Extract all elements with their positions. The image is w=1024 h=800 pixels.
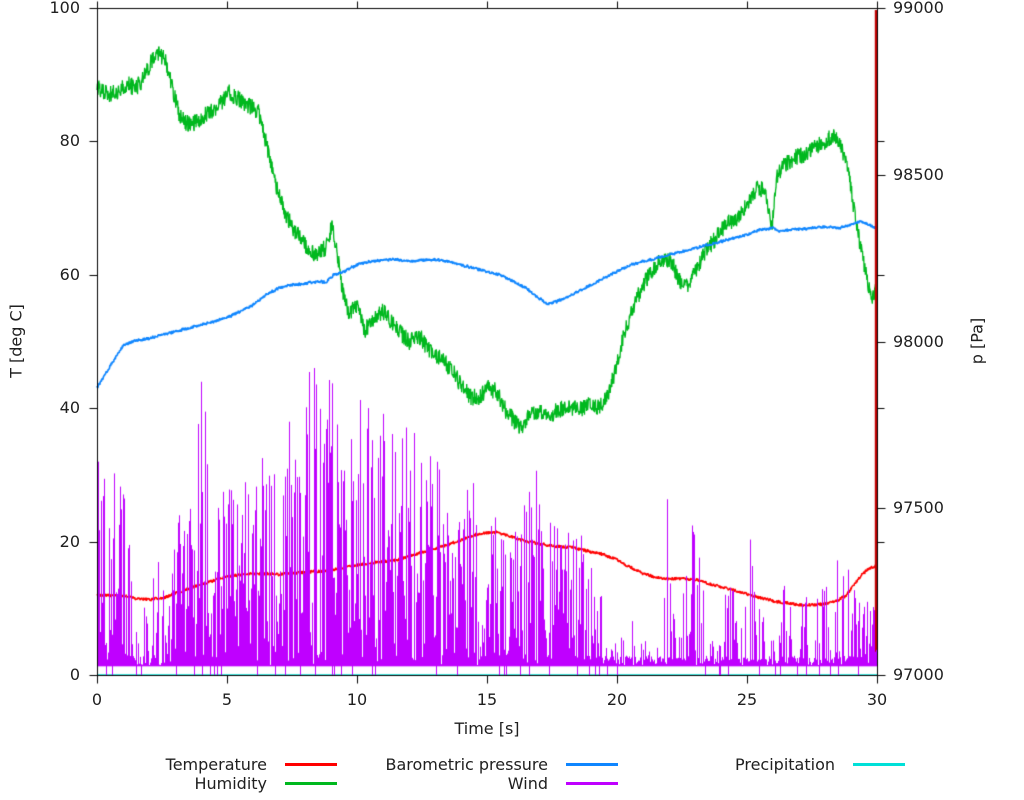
x-tick-label: 0 <box>91 690 103 709</box>
legend-line-sample-barometric-pressure <box>566 762 618 766</box>
y-tick-label: 0 <box>69 665 80 684</box>
y-tick-label: 40 <box>59 398 80 418</box>
legend-item-precipitation: Precipitation <box>635 754 905 774</box>
legend-line-sample-precipitation <box>853 762 905 766</box>
y2-axis-title: p [Pa] <box>967 317 987 365</box>
legend-item-humidity: Humidity <box>67 773 337 793</box>
y2-tick-label: 97500 <box>893 498 944 518</box>
legend-label-barometric-pressure: Barometric pressure <box>385 754 548 774</box>
legend-line-sample-humidity <box>285 781 337 785</box>
legend-label-precipitation: Precipitation <box>734 754 835 774</box>
y-tick-label: 20 <box>59 531 80 551</box>
y-tick-label: 100 <box>49 0 80 17</box>
x-tick-label: 5 <box>221 690 233 709</box>
legend-item-wind: Wind <box>348 773 618 793</box>
legend-label-humidity: Humidity <box>194 773 267 793</box>
legend-label-temperature: Temperature <box>165 754 267 774</box>
legend-line-sample-wind <box>566 781 618 785</box>
y-tick-label: 80 <box>59 131 80 151</box>
x-tick-label: 25 <box>736 690 758 709</box>
y-tick-label: 60 <box>59 264 80 284</box>
y-axis-title: T [deg C] <box>6 304 26 378</box>
legend-item-temperature: Temperature <box>67 754 337 774</box>
x-tick-label: 15 <box>476 690 498 709</box>
y2-tick-label: 97000 <box>893 665 944 684</box>
y2-tick-label: 98000 <box>893 331 944 351</box>
legend-label-wind: Wind <box>507 773 548 793</box>
x-axis-title: Time [s] <box>454 719 520 738</box>
x-tick-label: 30 <box>866 690 888 709</box>
plot-canvas <box>0 0 1024 748</box>
x-tick-label: 20 <box>606 690 628 709</box>
x-tick-label: 10 <box>346 690 368 709</box>
y2-tick-label: 99000 <box>893 0 944 17</box>
legend-item-barometric-pressure: Barometric pressure <box>348 754 618 774</box>
legend-line-sample-temperature <box>285 762 337 766</box>
y2-tick-label: 98500 <box>893 164 944 184</box>
